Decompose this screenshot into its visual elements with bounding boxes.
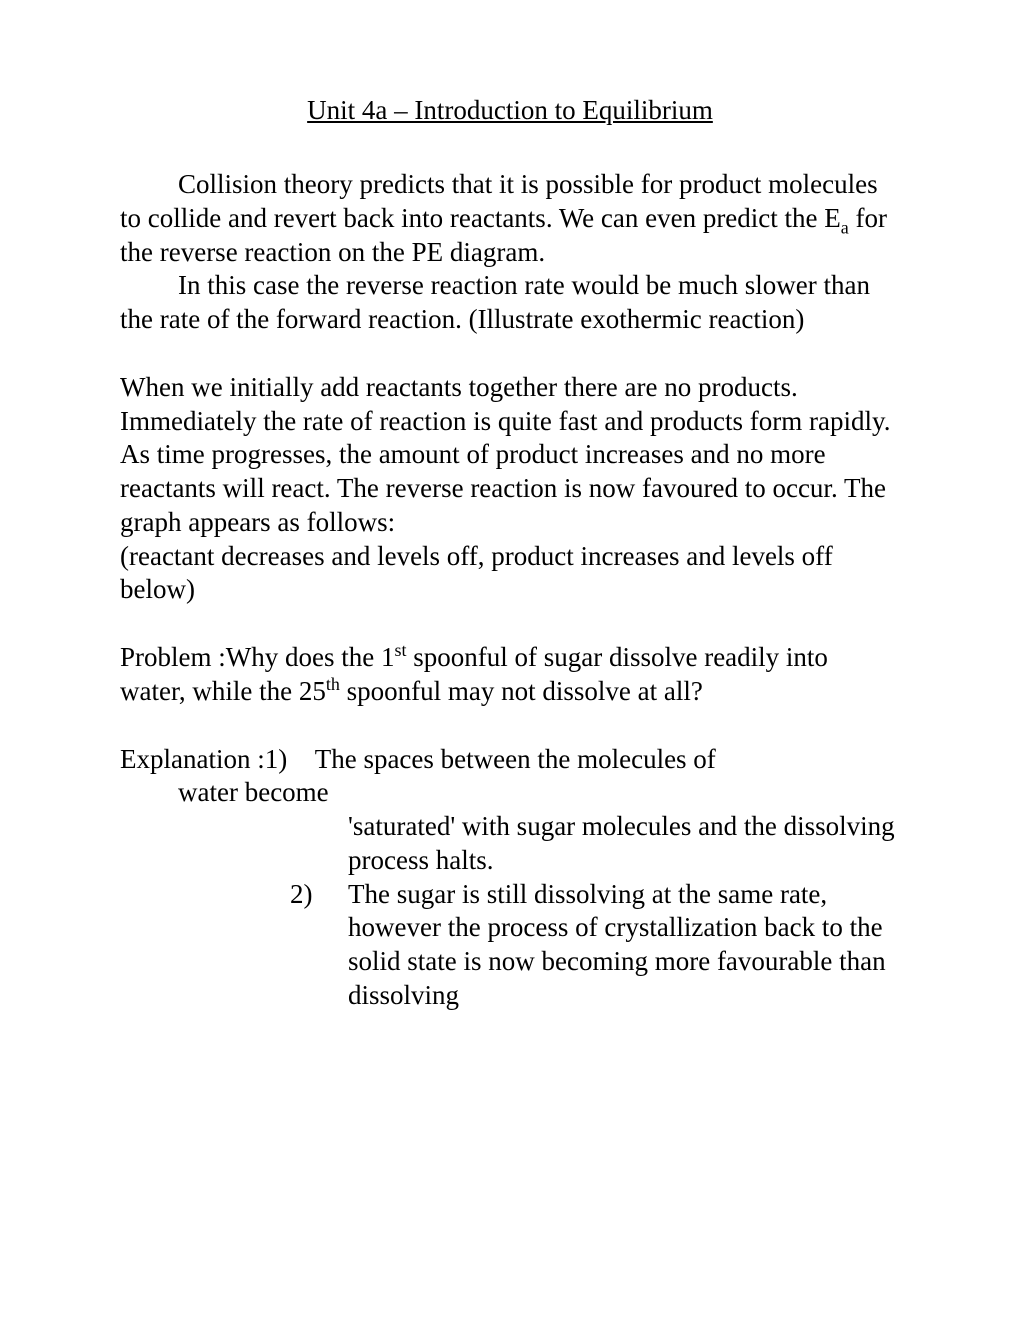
- document-title: Unit 4a – Introduction to Equilibrium: [120, 95, 900, 126]
- paragraph-1: Collision theory predicts that it is pos…: [120, 168, 900, 269]
- problem-sup1: st: [394, 640, 406, 660]
- problem-section: Problem :Why does the 1st spoonful of su…: [120, 641, 900, 709]
- explanation-label: Explanation :: [120, 743, 265, 777]
- paragraph-2: In this case the reverse reaction rate w…: [120, 269, 900, 337]
- problem-text-a: Why does the 1: [226, 642, 395, 672]
- explanation-1-number: 1): [265, 743, 315, 777]
- para1-text-a: Collision theory predicts that it is pos…: [120, 169, 878, 233]
- explanation-1-line3: 'saturated' with sugar molecules and the…: [120, 810, 900, 878]
- explanation-item-1-row1: Explanation : 1) The spaces between the …: [120, 743, 900, 777]
- paragraph-3b: (reactant decreases and levels off, prod…: [120, 540, 900, 608]
- explanation-2-text: The sugar is still dissolving at the sam…: [348, 878, 900, 1013]
- explanation-2-number: 2): [290, 878, 348, 1013]
- problem-text-c: spoonful may not dissolve at all?: [340, 676, 703, 706]
- explanation-1-line2: water become: [120, 776, 900, 810]
- explanation-item-2: 2) The sugar is still dissolving at the …: [120, 878, 900, 1013]
- problem-label: Problem :: [120, 642, 226, 672]
- problem-sup2: th: [326, 674, 340, 694]
- explanation-section: Explanation : 1) The spaces between the …: [120, 743, 900, 1013]
- paragraph-3: When we initially add reactants together…: [120, 371, 900, 540]
- para1-subscript: a: [841, 217, 849, 237]
- explanation-1-line1: The spaces between the molecules of: [315, 743, 900, 777]
